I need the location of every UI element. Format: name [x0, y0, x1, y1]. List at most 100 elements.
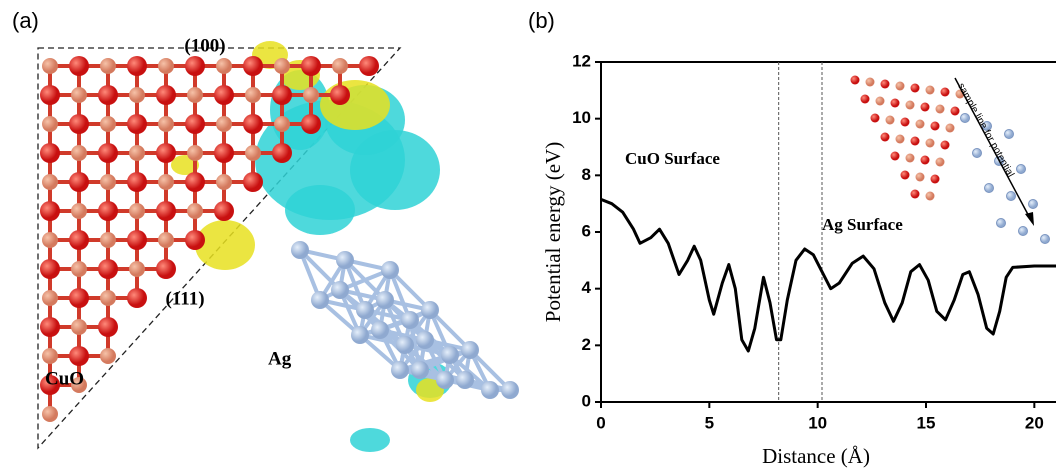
atom [187, 203, 203, 219]
atom [69, 230, 89, 250]
atom [245, 145, 261, 161]
atom [925, 85, 935, 95]
atom [456, 371, 474, 389]
atom [1016, 164, 1026, 174]
atom [1028, 199, 1038, 209]
atom [411, 361, 429, 379]
density-lobe [285, 185, 355, 235]
atom [391, 361, 409, 379]
atom [1040, 234, 1050, 244]
atom [100, 58, 116, 74]
y-tick-label: 2 [582, 335, 591, 354]
atom [950, 106, 960, 116]
atom [900, 170, 910, 180]
atom [185, 230, 205, 250]
atom [129, 87, 145, 103]
atom [303, 87, 319, 103]
x-tick-label: 15 [917, 413, 936, 432]
atom [127, 230, 147, 250]
atom [243, 56, 263, 76]
atom [359, 56, 379, 76]
atom [880, 79, 890, 89]
y-tick-label: 10 [572, 108, 591, 127]
atom [127, 114, 147, 134]
atom [42, 116, 58, 132]
atom [1006, 191, 1016, 201]
atom [158, 232, 174, 248]
atom [900, 117, 910, 127]
atom [243, 114, 263, 134]
atom [245, 87, 261, 103]
atom [330, 85, 350, 105]
x-tick-label: 20 [1025, 413, 1044, 432]
atom [156, 85, 176, 105]
atom [71, 377, 87, 393]
atom [301, 56, 321, 76]
atom [396, 336, 414, 354]
x-tick-label: 5 [705, 413, 714, 432]
atom [127, 288, 147, 308]
x-tick-label: 10 [808, 413, 827, 432]
atom [69, 56, 89, 76]
atom [336, 251, 354, 269]
arrowhead [1025, 212, 1034, 226]
atom [1004, 129, 1014, 139]
atom [940, 87, 950, 97]
panel-label: (b) [528, 8, 555, 33]
atom [40, 143, 60, 163]
atom [461, 341, 479, 359]
atom [920, 102, 930, 112]
atom [42, 232, 58, 248]
atom [100, 348, 116, 364]
y-axis-label: Potential energy (eV) [541, 142, 565, 322]
atom [185, 172, 205, 192]
atom [156, 259, 176, 279]
atom [982, 121, 992, 131]
atom [42, 290, 58, 306]
atom [274, 116, 290, 132]
atom [291, 241, 309, 259]
y-tick-label: 4 [582, 278, 592, 297]
atom [156, 201, 176, 221]
arrow [954, 77, 1033, 223]
bond [298, 248, 342, 292]
atom [441, 346, 459, 364]
atom [71, 319, 87, 335]
structure-image [37, 41, 519, 452]
inset-image [850, 75, 1050, 244]
atom [501, 381, 519, 399]
atom [875, 96, 885, 106]
atom [40, 85, 60, 105]
atom [42, 406, 58, 422]
atom [935, 104, 945, 114]
density-lobe [320, 80, 390, 130]
atom [272, 143, 292, 163]
atom [930, 121, 940, 131]
atom [69, 346, 89, 366]
atom [940, 140, 950, 150]
atom [69, 288, 89, 308]
atom [890, 98, 900, 108]
atom [905, 100, 915, 110]
atom [100, 290, 116, 306]
y-tick-label: 12 [572, 51, 591, 70]
atom [214, 201, 234, 221]
atom [216, 58, 232, 74]
atom [98, 143, 118, 163]
atom [920, 155, 930, 165]
y-tick-label: 0 [582, 391, 591, 410]
atom [185, 114, 205, 134]
atom [416, 331, 434, 349]
bond [468, 348, 512, 392]
atom [436, 371, 454, 389]
atom [935, 157, 945, 167]
atom [972, 148, 982, 158]
density-lobe [195, 220, 255, 270]
atom [925, 138, 935, 148]
atom [158, 116, 174, 132]
atom [915, 172, 925, 182]
bond [428, 308, 472, 352]
y-tick-label: 8 [582, 165, 591, 184]
atom [356, 301, 374, 319]
